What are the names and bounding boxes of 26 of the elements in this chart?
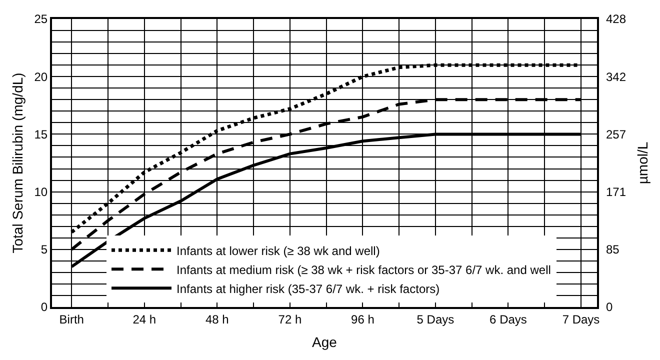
x-tick-label: 96 h (351, 312, 374, 326)
y2-tick-label: 257 (606, 127, 626, 142)
y-tick-label: 25 (34, 12, 48, 26)
y2-tick-label: 171 (606, 185, 626, 199)
y2-tick-label: 342 (606, 70, 626, 84)
x-tick-label: 24 h (132, 312, 156, 326)
y-tick-label: 20 (34, 70, 48, 84)
y-tick-label: 10 (34, 185, 48, 199)
x-tick-label: 7 Days (562, 312, 600, 326)
x-tick-label: Birth (59, 312, 84, 326)
x-tick-label: 48 h (205, 312, 229, 326)
x-tick-label: 6 Days (490, 312, 527, 326)
y-tick-label: 0 (40, 300, 48, 314)
y-axis-title: Total Serum Bilirubin (mg/dL) (9, 72, 26, 254)
x-tick-label: 72 h (278, 312, 302, 326)
legend-label: Infants at medium risk (≥ 38 wk + risk factors or 35-37 6/7 wk. and well (176, 262, 551, 277)
y-tick-label: 5 (40, 242, 48, 257)
legend-label: Infants at lower risk (≥ 38 wk and well) (176, 244, 380, 258)
y2-tick-label: 0 (606, 300, 613, 314)
y-tick-label: 15 (34, 127, 48, 142)
x-tick-label: 5 Days (416, 312, 454, 326)
legend-label: Infants at higher risk (35-37 6/7 wk. + risk factors) (176, 282, 440, 296)
x-axis-title: Age (312, 334, 338, 350)
y2-tick-label: 428 (606, 12, 626, 26)
y2-tick-label: 85 (606, 242, 620, 257)
y2-axis-title: µmol/L (634, 142, 651, 184)
